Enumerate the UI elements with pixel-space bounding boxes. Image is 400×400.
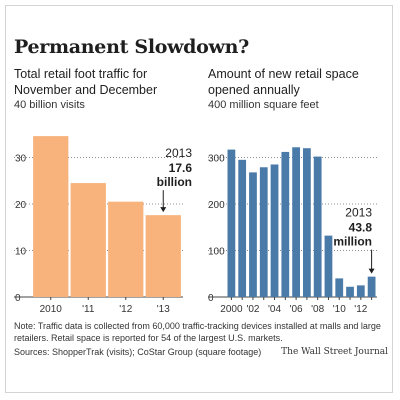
right-chart-title: Amount of new retail space opened annual… <box>208 67 359 97</box>
left-annotation-unit: billion <box>157 175 192 189</box>
chart-card <box>5 5 393 393</box>
headline: Permanent Slowdown? <box>14 36 249 58</box>
right-bar <box>303 148 311 297</box>
right-bar <box>249 172 257 297</box>
right-bar <box>367 276 376 297</box>
right-x-tick-label: '02 <box>246 304 259 315</box>
sources: Sources: ShopperTrak (visits); CoStar Gr… <box>14 347 262 357</box>
right-x-tick-label: 2000 <box>220 304 243 315</box>
right-x-tick-label: '12 <box>354 304 367 315</box>
left-y-tick-label: 0 <box>15 293 21 304</box>
left-annotation-value: 17.6 <box>169 161 193 175</box>
footnote: Note: Traffic data is collected from 60,… <box>14 321 381 343</box>
right-bar <box>270 164 279 297</box>
left-x-tick-label: '11 <box>82 304 95 315</box>
right-bar <box>292 147 300 297</box>
right-annotation-unit: million <box>333 235 372 249</box>
right-y-tick-label: 100 <box>208 247 225 258</box>
right-annotation-arrow <box>368 268 375 274</box>
right-x-tick-label: '06 <box>290 304 303 315</box>
credit: The Wall Street Journal <box>281 347 388 357</box>
left-x-tick-label: '12 <box>119 304 132 315</box>
right-y-tick-label: 0 <box>208 293 214 304</box>
left-y-tick-label: 20 <box>15 200 27 211</box>
left-y-tick-label: 30 <box>15 154 27 165</box>
right-chart-unit: 400 million square feet <box>208 99 319 111</box>
left-bar <box>145 215 181 297</box>
right-bar <box>238 159 247 297</box>
right-y-tick-label: 200 <box>208 200 225 211</box>
right-bar <box>335 278 344 297</box>
right-x-tick-label: '08 <box>311 304 324 315</box>
left-bar <box>108 201 144 297</box>
right-y-tick-label: 300 <box>208 154 225 165</box>
left-y-tick-label: 10 <box>15 247 27 258</box>
left-chart-title: Total retail foot traffic for November a… <box>14 67 158 97</box>
right-annotation-value: 43.8 <box>349 221 373 235</box>
left-x-tick-label: 2010 <box>40 304 63 315</box>
left-annotation-arrow <box>160 207 167 213</box>
right-x-tick-label: '10 <box>333 304 346 315</box>
left-chart-unit: 40 billion visits <box>14 99 85 111</box>
right-bar <box>346 286 354 297</box>
left-bar <box>33 136 69 297</box>
left-x-tick-label: '13 <box>157 304 170 315</box>
right-bar <box>356 285 365 297</box>
right-x-tick-label: '04 <box>268 304 281 315</box>
right-bar <box>281 151 290 297</box>
right-bar <box>313 156 322 297</box>
right-bar <box>324 235 333 297</box>
right-bar <box>259 167 268 297</box>
right-bar <box>227 149 236 297</box>
left-annotation-year: 2013 <box>165 146 192 160</box>
left-bar <box>70 183 106 297</box>
right-annotation-year: 2013 <box>345 206 372 220</box>
